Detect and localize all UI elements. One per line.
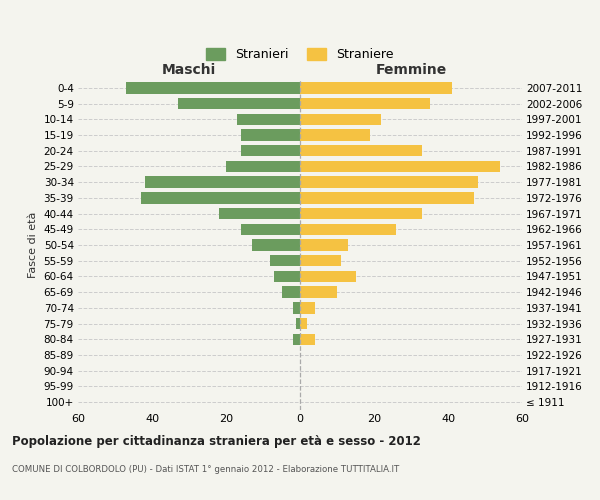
- Bar: [178, 98, 300, 109]
- Bar: [300, 224, 396, 235]
- Bar: [300, 334, 315, 345]
- Bar: [300, 208, 422, 219]
- Bar: [296, 318, 300, 329]
- Bar: [281, 286, 300, 298]
- Text: Popolazione per cittadinanza straniera per età e sesso - 2012: Popolazione per cittadinanza straniera p…: [12, 435, 421, 448]
- Bar: [300, 82, 452, 94]
- Bar: [226, 161, 300, 172]
- Bar: [300, 192, 474, 203]
- Bar: [145, 176, 300, 188]
- Bar: [300, 286, 337, 298]
- Bar: [293, 302, 300, 314]
- Bar: [241, 224, 300, 235]
- Bar: [300, 114, 382, 125]
- Text: COMUNE DI COLBORDOLO (PU) - Dati ISTAT 1° gennaio 2012 - Elaborazione TUTTITALIA: COMUNE DI COLBORDOLO (PU) - Dati ISTAT 1…: [12, 465, 399, 474]
- Bar: [300, 161, 500, 172]
- Bar: [271, 255, 300, 266]
- Bar: [300, 240, 348, 250]
- Bar: [300, 145, 422, 156]
- Bar: [126, 82, 300, 94]
- Bar: [141, 192, 300, 203]
- Bar: [237, 114, 300, 125]
- Bar: [300, 271, 355, 282]
- Bar: [300, 130, 370, 140]
- Text: Femmine: Femmine: [376, 62, 446, 76]
- Bar: [300, 255, 341, 266]
- Y-axis label: Fasce di età: Fasce di età: [28, 212, 38, 278]
- Bar: [241, 130, 300, 140]
- Bar: [300, 98, 430, 109]
- Bar: [300, 176, 478, 188]
- Legend: Stranieri, Straniere: Stranieri, Straniere: [202, 44, 398, 66]
- Bar: [218, 208, 300, 219]
- Bar: [241, 145, 300, 156]
- Bar: [274, 271, 300, 282]
- Bar: [252, 240, 300, 250]
- Text: Maschi: Maschi: [162, 62, 216, 76]
- Bar: [293, 334, 300, 345]
- Bar: [300, 302, 315, 314]
- Bar: [300, 318, 307, 329]
